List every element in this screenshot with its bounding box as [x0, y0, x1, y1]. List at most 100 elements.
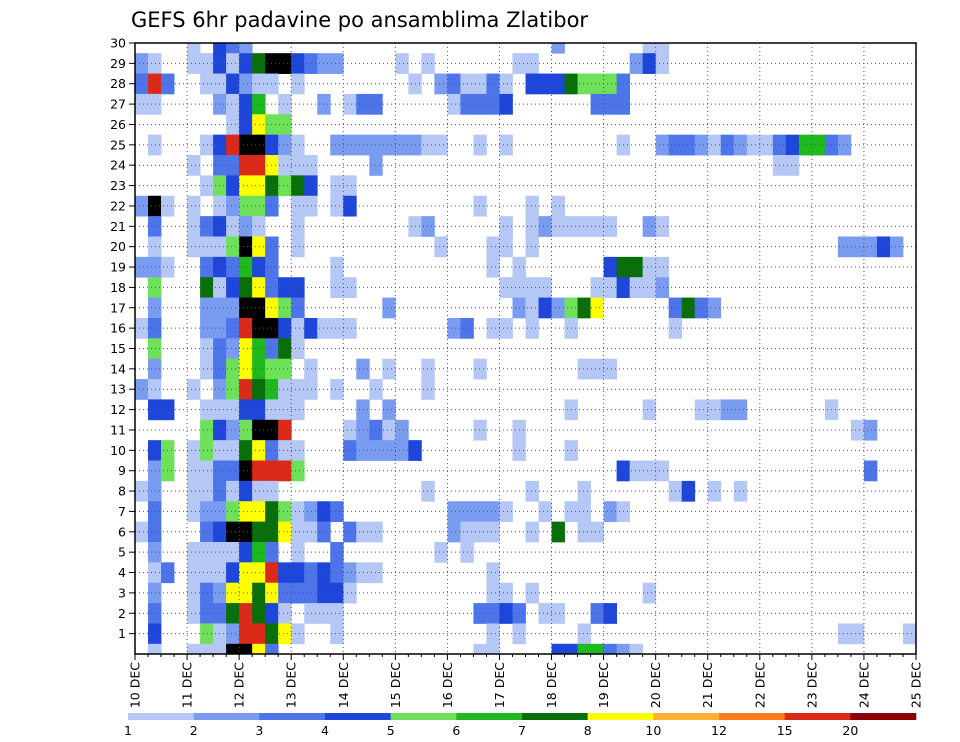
heatmap-cell: [239, 603, 253, 624]
heatmap-cell: [148, 562, 162, 584]
heatmap-cell: [239, 460, 253, 482]
heatmap-cell: [265, 643, 279, 655]
heatmap-cell: [291, 195, 305, 217]
heatmap-cell: [551, 603, 565, 624]
heatmap-cell: [278, 460, 292, 482]
chart-title: GEFS 6hr padavine po ansamblima Zlatibor: [131, 8, 588, 32]
heatmap-cell: [655, 460, 670, 482]
heatmap-cell: [551, 297, 565, 319]
heatmap-cell: [473, 134, 487, 156]
colorbar-label: 1: [124, 723, 132, 738]
heatmap-cell: [564, 643, 578, 655]
heatmap-cell: [486, 236, 500, 258]
heatmap-cell: [746, 134, 761, 156]
y-tick-label: 3: [118, 585, 126, 600]
heatmap-cell: [343, 521, 357, 543]
heatmap-cell: [395, 440, 409, 461]
heatmap-cell: [681, 297, 696, 319]
heatmap-cell: [226, 541, 240, 563]
heatmap-cell: [473, 419, 487, 441]
heatmap-cell: [798, 134, 813, 156]
colorbar-label: 8: [584, 723, 592, 738]
y-tick-label: 22: [110, 198, 126, 213]
heatmap-cell: [499, 277, 513, 298]
heatmap-cell: [291, 541, 305, 563]
x-tick-label: 12 DEC: [232, 662, 247, 708]
colorbar-label: 20: [842, 723, 858, 738]
heatmap-cell: [473, 73, 487, 95]
colorbar-swatch: [587, 713, 654, 720]
x-tick-label: 22 DEC: [752, 662, 767, 708]
heatmap-cell: [239, 358, 253, 380]
heatmap-cell: [187, 562, 201, 584]
colorbar-label: 3: [255, 723, 263, 738]
heatmap-cell: [200, 338, 214, 360]
y-tick-label: 20: [110, 239, 126, 254]
colorbar: 1 2 3 4 5 6 7 8 10 12 15 20: [124, 713, 917, 738]
heatmap-cell: [486, 603, 500, 624]
heatmap-cell: [447, 317, 461, 339]
heatmap-cell: [837, 134, 852, 156]
heatmap-cell: [252, 317, 266, 339]
heatmap-cell: [148, 195, 162, 217]
colorbar-label: 2: [190, 723, 198, 738]
heatmap-cell: [603, 216, 618, 237]
heatmap-cell: [252, 582, 266, 604]
heatmap-cell: [252, 175, 266, 197]
heatmap-cell: [330, 562, 344, 584]
heatmap-cell: [226, 236, 240, 258]
y-tick-label: 9: [118, 463, 126, 478]
heatmap-cell: [239, 562, 253, 584]
heatmap-cell: [369, 93, 383, 115]
heatmap-cell: [421, 379, 435, 400]
heatmap-cell: [525, 480, 539, 502]
heatmap-cell: [343, 562, 357, 584]
heatmap-cell: [343, 419, 357, 441]
heatmap-cell: [226, 379, 240, 400]
heatmap-cell: [304, 358, 318, 380]
heatmap-cell: [200, 501, 214, 523]
heatmap-cell: [590, 73, 604, 95]
heatmap-cell: [291, 216, 305, 237]
heatmap-cell: [278, 623, 292, 645]
heatmap-cell: [148, 317, 162, 339]
heatmap-cell: [252, 603, 266, 624]
heatmap-cell: [525, 195, 539, 217]
heatmap-cell: [200, 399, 214, 421]
heatmap-cell: [629, 643, 644, 655]
heatmap-cell: [434, 134, 448, 156]
heatmap-cell: [577, 623, 591, 645]
heatmap-cell: [148, 277, 162, 298]
colorbar-swatch: [719, 713, 785, 720]
heatmap-cell: [590, 643, 604, 655]
heatmap-cell: [681, 134, 696, 156]
heatmap-cell: [252, 53, 266, 74]
heatmap-cell: [642, 216, 657, 237]
heatmap-cell: [239, 623, 253, 645]
heatmap-cell: [200, 297, 214, 319]
heatmap-cell: [291, 460, 305, 482]
heatmap-cell: [330, 175, 344, 197]
y-tick-label: 18: [110, 280, 126, 295]
heatmap-cell: [226, 399, 240, 421]
heatmap-cell: [239, 134, 253, 156]
heatmap-cell: [291, 501, 305, 523]
heatmap-cell: [239, 175, 253, 197]
heatmap-cell: [733, 480, 748, 502]
heatmap-cell: [291, 53, 305, 74]
colorbar-swatch: [522, 713, 588, 720]
heatmap-cell: [200, 216, 214, 237]
heatmap-cell: [421, 480, 435, 502]
heatmap-cell: [447, 93, 461, 115]
heatmap-cell: [239, 501, 253, 523]
heatmap-cell: [252, 73, 266, 95]
heatmap-cell: [252, 195, 266, 217]
heatmap-cell: [278, 175, 292, 197]
heatmap-cell: [343, 317, 357, 339]
heatmap-cell: [252, 256, 266, 278]
heatmap-cell: [603, 93, 618, 115]
heatmap-cell: [278, 297, 292, 319]
heatmap-cell: [187, 460, 201, 482]
y-tick-label: 2: [118, 606, 126, 621]
heatmap-cell: [239, 43, 253, 54]
